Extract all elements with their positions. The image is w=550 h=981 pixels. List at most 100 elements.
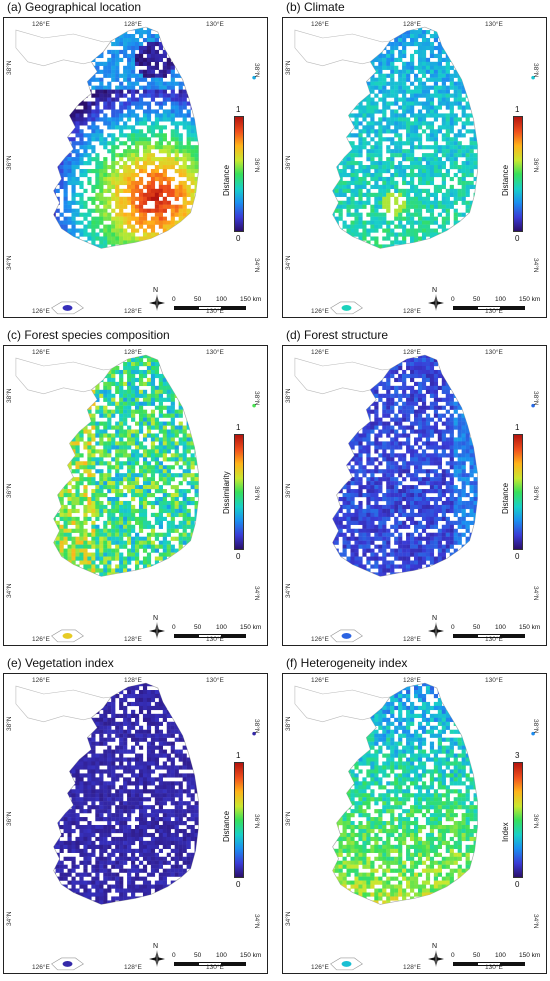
map-frame: 126°E 126°E 128°E 128°E 130°E 130°E 38°N 38°N 36… — [282, 17, 547, 318]
scale-bar-label: 150 km — [240, 624, 262, 631]
jeju-raster — [341, 960, 352, 967]
longitude-label-top: 126°E — [311, 677, 329, 684]
latitude-label-left: 36°N — [6, 483, 13, 498]
latitude-label-right: 34°N — [253, 586, 260, 601]
latitude-label-right: 36°N — [532, 158, 539, 173]
colorbar-min-label: 0 — [236, 552, 241, 561]
forest-raster — [332, 27, 478, 249]
korea-map — [294, 26, 535, 315]
north-label: N — [432, 943, 438, 950]
longitude-label-bottom: 130°E — [485, 308, 503, 315]
longitude-label-top: 126°E — [311, 21, 329, 28]
colorbar-title: Distance — [222, 810, 231, 842]
north-arrow-icon: N — [427, 615, 445, 640]
longitude-label-bottom: 126°E — [32, 964, 50, 971]
korea-map — [294, 354, 535, 643]
latitude-label-right: 36°N — [253, 486, 260, 501]
scale-bar-label: 50 — [194, 296, 202, 303]
latitude-label-right: 34°N — [253, 914, 260, 929]
korea-map — [15, 682, 256, 971]
panel-title: (c) Forest species composition — [7, 328, 170, 342]
longitude-label-top: 128°E — [124, 349, 142, 356]
longitude-label-bottom: 126°E — [32, 308, 50, 315]
colorbar-title: Distance — [501, 482, 510, 514]
map-frame: 126°E 126°E 128°E 128°E 130°E 130°E 38°N 38°N 36… — [282, 673, 547, 974]
scale-bar-segment — [222, 962, 246, 966]
colorbar-max-label: 1 — [236, 423, 241, 432]
scale-bar-segment — [477, 306, 501, 310]
map-frame: 126°E 126°E 128°E 128°E 130°E 130°E 38°N 38°N 36… — [282, 345, 547, 646]
latitude-label-left: 36°N — [6, 155, 13, 170]
ulleung-island — [531, 731, 535, 736]
scale-bar-segment — [477, 962, 501, 966]
panel-title: (e) Vegetation index — [7, 656, 114, 670]
longitude-label-top: 126°E — [32, 349, 50, 356]
colorbar-max-label: 3 — [515, 751, 520, 760]
longitude-label-top: 128°E — [403, 677, 421, 684]
longitude-label-bottom: 126°E — [311, 964, 329, 971]
longitude-label-bottom: 128°E — [124, 636, 142, 643]
map-frame: 126°E 126°E 128°E 128°E 130°E 130°E 38°N 38°N 36… — [3, 345, 268, 646]
scale-bar-segment — [174, 634, 198, 638]
scale-bar-label: 0 — [451, 624, 455, 631]
latitude-label-left: 38°N — [285, 60, 292, 75]
latitude-label-right: 34°N — [532, 258, 539, 273]
scale-bar-segment — [453, 634, 477, 638]
latitude-label-right: 36°N — [532, 814, 539, 829]
longitude-label-bottom: 130°E — [206, 964, 224, 971]
scale-bar-segment — [501, 306, 525, 310]
colorbar-min-label: 0 — [515, 234, 520, 243]
scale-bar-label: 0 — [172, 952, 176, 959]
latitude-label-left: 34°N — [6, 583, 13, 598]
longitude-label-top: 130°E — [485, 677, 503, 684]
panel-title: (b) Climate — [286, 0, 345, 14]
colorbar-title: Index — [501, 822, 510, 842]
longitude-label-top: 130°E — [485, 349, 503, 356]
scale-bar-segment — [477, 634, 501, 638]
longitude-label-bottom: 126°E — [32, 636, 50, 643]
longitude-label-top: 130°E — [206, 21, 224, 28]
latitude-label-right: 38°N — [253, 63, 260, 78]
latitude-label-left: 36°N — [285, 483, 292, 498]
longitude-label-bottom: 130°E — [206, 636, 224, 643]
colorbar — [513, 116, 523, 232]
colorbar-min-label: 0 — [515, 552, 520, 561]
colorbar — [513, 762, 523, 878]
scale-bar-segment — [501, 634, 525, 638]
scale-bar-label: 0 — [451, 296, 455, 303]
jeju-raster — [341, 632, 352, 639]
scale-bar-label: 150 km — [240, 952, 262, 959]
map-panel: (c) Forest species composition 126°E 126°E… — [3, 328, 271, 646]
scale-bar-label: 100 — [216, 296, 227, 303]
colorbar — [234, 116, 244, 232]
latitude-label-right: 36°N — [253, 158, 260, 173]
longitude-label-bottom: 128°E — [403, 308, 421, 315]
map-panel: (d) Forest structure 126°E 126°E 128°E 128°E… — [282, 328, 550, 646]
latitude-label-right: 34°N — [253, 258, 260, 273]
scale-bar-label: 100 — [495, 296, 506, 303]
latitude-label-left: 34°N — [285, 583, 292, 598]
latitude-label-right: 34°N — [532, 586, 539, 601]
korea-map — [294, 682, 535, 971]
north-arrow-icon: N — [148, 943, 166, 968]
colorbar-max-label: 1 — [236, 751, 241, 760]
korea-map — [15, 26, 256, 315]
latitude-label-left: 38°N — [285, 388, 292, 403]
ulleung-island — [252, 403, 256, 408]
longitude-label-top: 130°E — [206, 677, 224, 684]
panel-title: (d) Forest structure — [286, 328, 389, 342]
longitude-label-top: 128°E — [124, 677, 142, 684]
latitude-label-left: 38°N — [6, 716, 13, 731]
scale-bar-label: 100 — [495, 952, 506, 959]
north-label: N — [432, 287, 438, 294]
longitude-label-top: 126°E — [32, 21, 50, 28]
colorbar-title: Distance — [222, 164, 231, 196]
ulleung-island — [531, 75, 535, 80]
scale-bar-label: 50 — [194, 624, 202, 631]
scale-bar-label: 0 — [172, 296, 176, 303]
map-frame: 126°E 126°E 128°E 128°E 130°E 130°E 38°N 38°N 36… — [3, 673, 268, 974]
north-label: N — [432, 615, 438, 622]
jeju-raster — [62, 960, 73, 967]
longitude-label-top: 128°E — [403, 21, 421, 28]
scale-bar-segment — [453, 962, 477, 966]
